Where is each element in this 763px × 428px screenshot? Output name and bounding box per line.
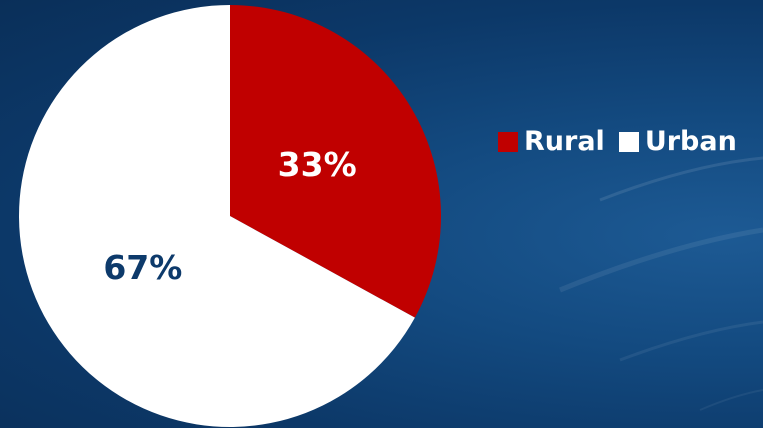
legend-swatch-urban — [618, 131, 639, 152]
slice-label-rural: 33% — [278, 145, 357, 184]
slice-label-urban: 67% — [103, 248, 182, 287]
legend-label-urban: Urban — [644, 126, 737, 157]
pie-slice-urban — [19, 5, 415, 427]
legend-label-rural: Rural — [524, 126, 605, 157]
chart-legend: Rural Urban — [498, 126, 737, 157]
legend-item-urban: Urban — [618, 126, 737, 157]
legend-item-rural: Rural — [498, 126, 605, 157]
pie-slice-rural — [230, 5, 442, 318]
legend-swatch-rural — [498, 131, 518, 152]
